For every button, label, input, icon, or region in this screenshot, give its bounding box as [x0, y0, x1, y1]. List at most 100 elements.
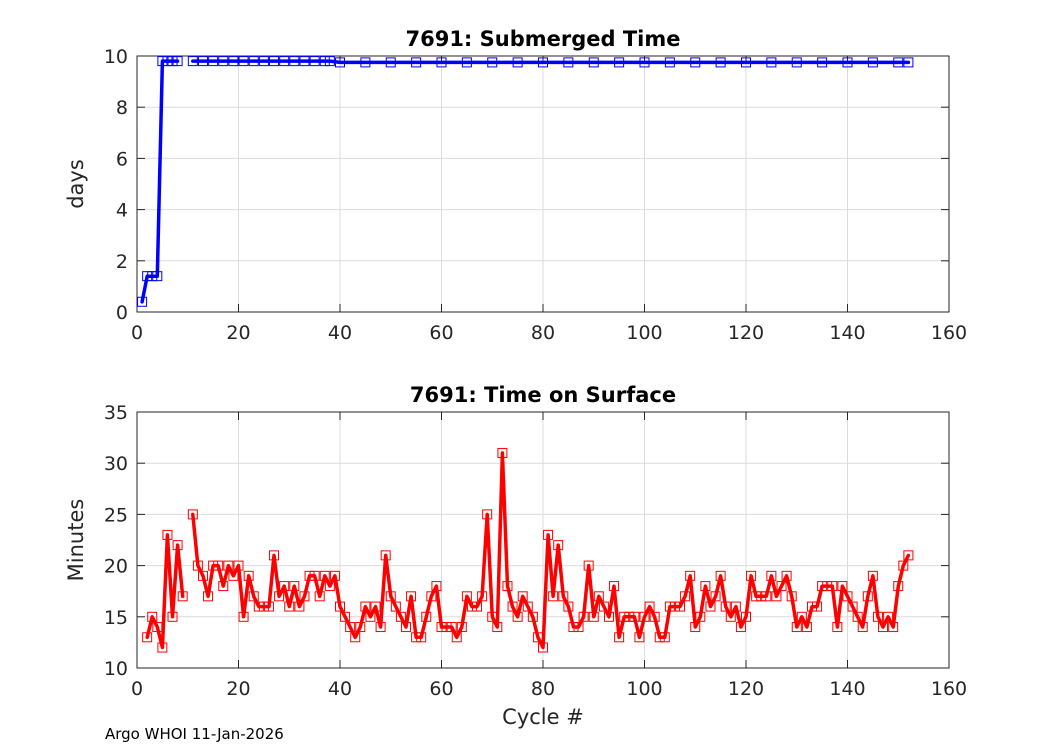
surface-data-point	[629, 611, 640, 622]
surface-data-point	[431, 581, 442, 592]
surface-data-point	[730, 601, 741, 612]
submerged-data-point	[147, 271, 158, 282]
submerged-data-point	[487, 57, 498, 68]
surface-data-point	[817, 581, 828, 592]
surface-data-point	[883, 611, 894, 622]
surface-data-point	[350, 632, 361, 643]
submerged-data-point	[741, 57, 751, 68]
surface-data-point	[746, 570, 757, 581]
surface-data-point	[416, 632, 427, 643]
surface-data-point	[426, 591, 437, 602]
surface-data-point	[263, 601, 274, 612]
surface-data-point	[786, 591, 797, 602]
surface-data-point	[167, 611, 178, 622]
surface-data-point	[781, 570, 792, 581]
submerged-data-point	[197, 56, 208, 67]
submerged-data-point	[664, 57, 675, 68]
surface-data-point	[274, 591, 285, 602]
surface-data-point	[598, 601, 609, 612]
x-tick-label: 140	[829, 322, 865, 344]
surface-data-point	[756, 591, 767, 602]
surface-data-point	[203, 591, 214, 602]
submerged-data-point	[157, 56, 168, 67]
surface-data-point	[690, 622, 701, 633]
x-tick-label: 0	[131, 322, 143, 344]
submerged-data-point	[842, 57, 853, 68]
surface-data-point	[253, 601, 264, 612]
surface-data-point	[563, 601, 574, 612]
x-tick-label: 120	[728, 678, 764, 700]
surface-data-point	[776, 581, 787, 592]
y-tick-label: 30	[104, 453, 128, 475]
x-tick-label: 40	[328, 678, 352, 700]
surface-data-point	[269, 550, 280, 561]
surface-data-point	[522, 601, 533, 612]
surface-data-point	[837, 581, 848, 592]
submerged-data-point	[512, 57, 523, 68]
submerged-data-point	[563, 57, 574, 68]
surface-data-point	[644, 601, 655, 612]
y-tick-label: 25	[104, 504, 128, 526]
y-tick-label: 10	[104, 658, 128, 680]
surface-data-point	[370, 601, 381, 612]
surface-data-point	[451, 632, 462, 643]
surface-data-point	[147, 611, 158, 622]
submerged-data-point	[385, 57, 396, 68]
surface-data-point	[720, 601, 731, 612]
surface-data-point	[477, 591, 488, 602]
surface-data-point	[208, 560, 219, 571]
surface-data-point	[228, 570, 239, 581]
surface-data-point	[751, 591, 762, 602]
surface-data-point	[806, 601, 817, 612]
submerged-data-point	[162, 56, 173, 67]
x-tick-label: 160	[931, 322, 967, 344]
surface-data-point	[553, 540, 564, 551]
submerged-data-point	[538, 57, 548, 68]
submerged-data-point	[218, 56, 229, 67]
surface-data-point	[700, 581, 711, 592]
surface-data-point	[314, 591, 325, 602]
surface-data-point	[172, 540, 183, 551]
surface-data-point	[857, 622, 868, 633]
surface-data-point	[862, 591, 873, 602]
surface-data-point	[466, 601, 477, 612]
surface-data-point	[345, 622, 356, 633]
surface-data-point	[669, 601, 680, 612]
submerged-data-point	[167, 56, 178, 67]
x-tick-label: 60	[429, 678, 453, 700]
surface-data-point	[538, 642, 548, 653]
chart-title-submerged: 7691: Submerged Time	[405, 27, 680, 51]
surface-data-point	[654, 632, 665, 643]
surface-data-point	[659, 632, 670, 643]
y-tick-label: 4	[116, 200, 128, 222]
y-tick-label: 8	[116, 97, 128, 119]
x-tick-label: 20	[226, 678, 250, 700]
submerged-data-point	[309, 56, 320, 67]
surface-data-point	[406, 591, 417, 602]
surface-data-point	[192, 560, 203, 571]
surface-data-point	[761, 591, 772, 602]
submerged-data-point	[867, 57, 878, 68]
surface-data-point	[512, 611, 523, 622]
surface-data-point	[903, 550, 914, 561]
x-tick-label: 120	[728, 322, 764, 344]
submerged-data-point	[208, 56, 219, 67]
submerged-data-point	[893, 57, 904, 68]
surface-data-point	[279, 581, 290, 592]
surface-data-point	[340, 611, 351, 622]
surface-data-point	[725, 611, 736, 622]
surface-data-point	[827, 581, 838, 592]
surface-data-point	[680, 591, 691, 602]
submerged-data-point	[228, 56, 239, 67]
surface-data-point	[593, 591, 604, 602]
surface-series-line	[145, 533, 185, 650]
surface-data-point	[197, 570, 208, 581]
submerged-data-point	[258, 56, 269, 67]
submerged-data-point	[137, 296, 148, 307]
submerged-series-line	[191, 59, 911, 65]
x-tick-label: 0	[131, 678, 143, 700]
submerged-data-point	[238, 56, 249, 67]
surface-data-point	[664, 601, 675, 612]
x-tick-label: 80	[531, 322, 555, 344]
